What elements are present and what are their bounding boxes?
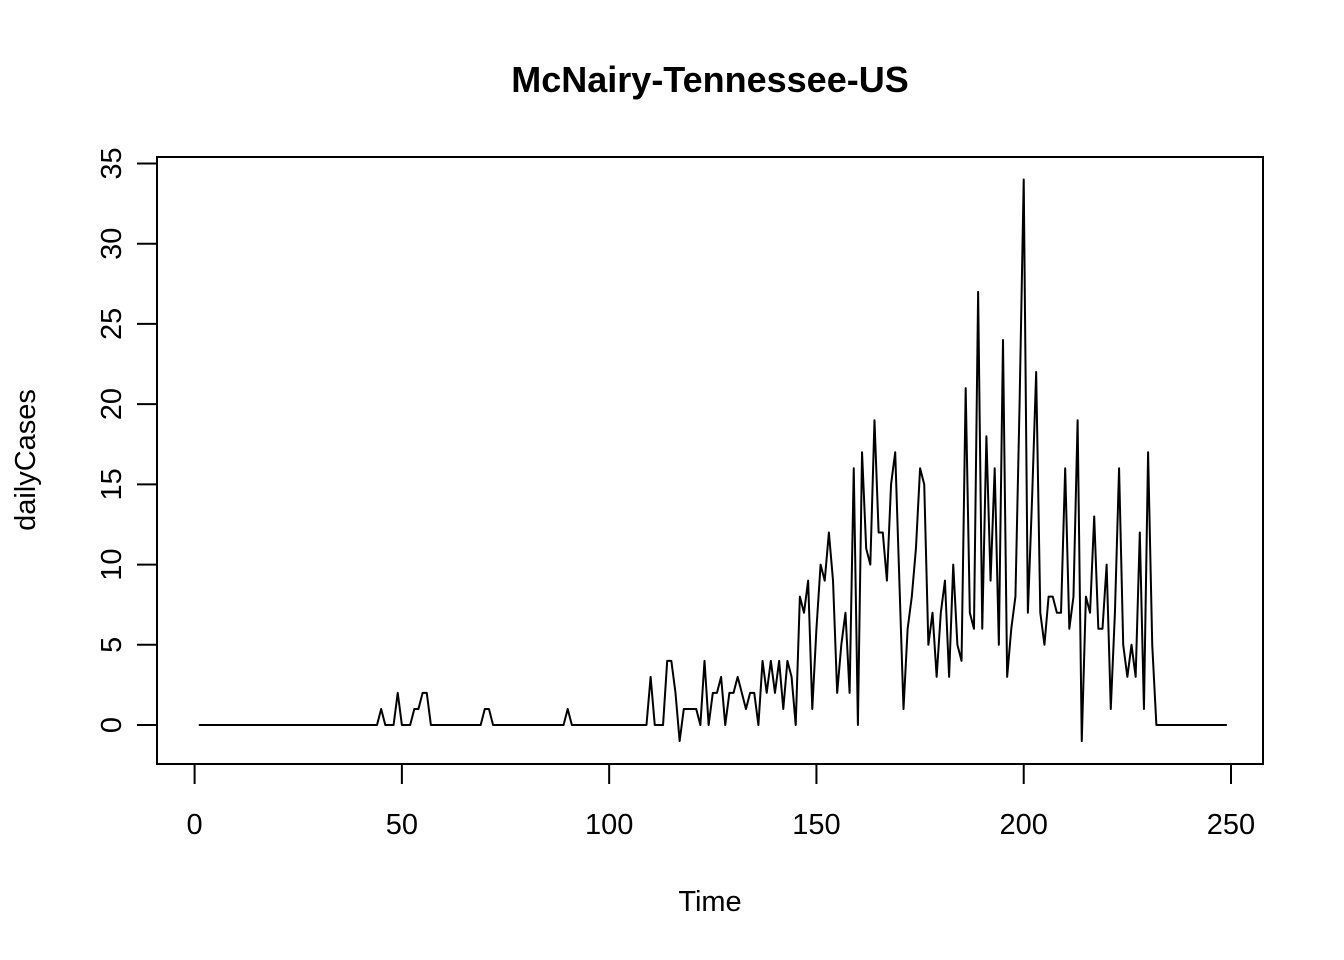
x-tick-label-250: 250 (1207, 809, 1255, 841)
x-tick-label-200: 200 (1000, 809, 1048, 841)
x-axis: 0 50 100 150 200 250 (187, 763, 1255, 841)
y-tick-label-0: 0 (96, 717, 128, 733)
y-tick-label-5: 5 (96, 637, 128, 653)
x-tick-label-50: 50 (386, 809, 418, 841)
y-tick-label-30: 30 (96, 228, 128, 260)
y-axis-label: dailyCases (10, 389, 42, 531)
x-tick-label-100: 100 (585, 809, 633, 841)
x-tick-label-150: 150 (792, 809, 840, 841)
y-tick-label-20: 20 (96, 388, 128, 420)
x-axis-label: Time (678, 886, 741, 918)
y-axis: 0 5 10 15 20 25 30 35 (96, 147, 158, 733)
y-tick-label-10: 10 (96, 548, 128, 580)
plot-frame (156, 156, 1264, 765)
y-tick-label-15: 15 (96, 468, 128, 500)
y-tick-label-35: 35 (96, 147, 128, 179)
x-tick-label-0: 0 (187, 809, 203, 841)
y-tick-label-25: 25 (96, 308, 128, 340)
chart-title: McNairy-Tennessee-US (511, 59, 908, 100)
daily-cases-line (198, 178, 1227, 743)
